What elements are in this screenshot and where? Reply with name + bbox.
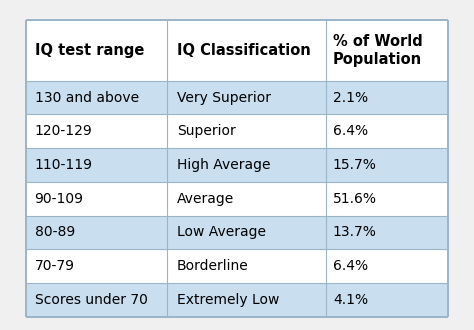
Bar — [326, 115, 448, 148]
Bar — [26, 20, 167, 81]
Bar — [167, 215, 326, 249]
Bar — [26, 249, 167, 283]
Text: 70-79: 70-79 — [35, 259, 74, 273]
Text: 130 and above: 130 and above — [35, 90, 139, 105]
Text: 6.4%: 6.4% — [333, 124, 368, 138]
Text: Average: Average — [177, 192, 234, 206]
Bar — [167, 20, 326, 81]
Bar — [326, 182, 448, 215]
Bar — [26, 115, 167, 148]
Bar — [167, 115, 326, 148]
Bar — [26, 182, 167, 215]
Bar — [26, 215, 167, 249]
Text: IQ Classification: IQ Classification — [177, 43, 310, 58]
Bar — [167, 249, 326, 283]
Bar — [26, 283, 167, 317]
Bar — [26, 81, 167, 115]
Bar — [26, 20, 448, 317]
Text: 51.6%: 51.6% — [333, 192, 377, 206]
Text: % of World
Population: % of World Population — [333, 34, 423, 67]
Bar — [26, 148, 167, 182]
Bar — [326, 148, 448, 182]
Text: Scores under 70: Scores under 70 — [35, 293, 147, 307]
Bar — [167, 283, 326, 317]
Text: 2.1%: 2.1% — [333, 90, 368, 105]
Bar — [326, 215, 448, 249]
Text: 120-129: 120-129 — [35, 124, 92, 138]
Text: 6.4%: 6.4% — [333, 259, 368, 273]
Text: 80-89: 80-89 — [35, 225, 75, 240]
Text: Borderline: Borderline — [177, 259, 249, 273]
Bar — [167, 81, 326, 115]
Bar — [167, 148, 326, 182]
Bar — [167, 182, 326, 215]
Text: Superior: Superior — [177, 124, 236, 138]
Text: Low Average: Low Average — [177, 225, 266, 240]
Bar — [326, 20, 448, 81]
Text: 4.1%: 4.1% — [333, 293, 368, 307]
Text: Extremely Low: Extremely Low — [177, 293, 279, 307]
Bar — [326, 249, 448, 283]
Text: IQ test range: IQ test range — [35, 43, 144, 58]
Text: 110-119: 110-119 — [35, 158, 92, 172]
Text: Very Superior: Very Superior — [177, 90, 271, 105]
Bar — [326, 283, 448, 317]
Text: 90-109: 90-109 — [35, 192, 83, 206]
Text: 15.7%: 15.7% — [333, 158, 377, 172]
Text: 13.7%: 13.7% — [333, 225, 377, 240]
Bar — [326, 81, 448, 115]
Text: High Average: High Average — [177, 158, 270, 172]
